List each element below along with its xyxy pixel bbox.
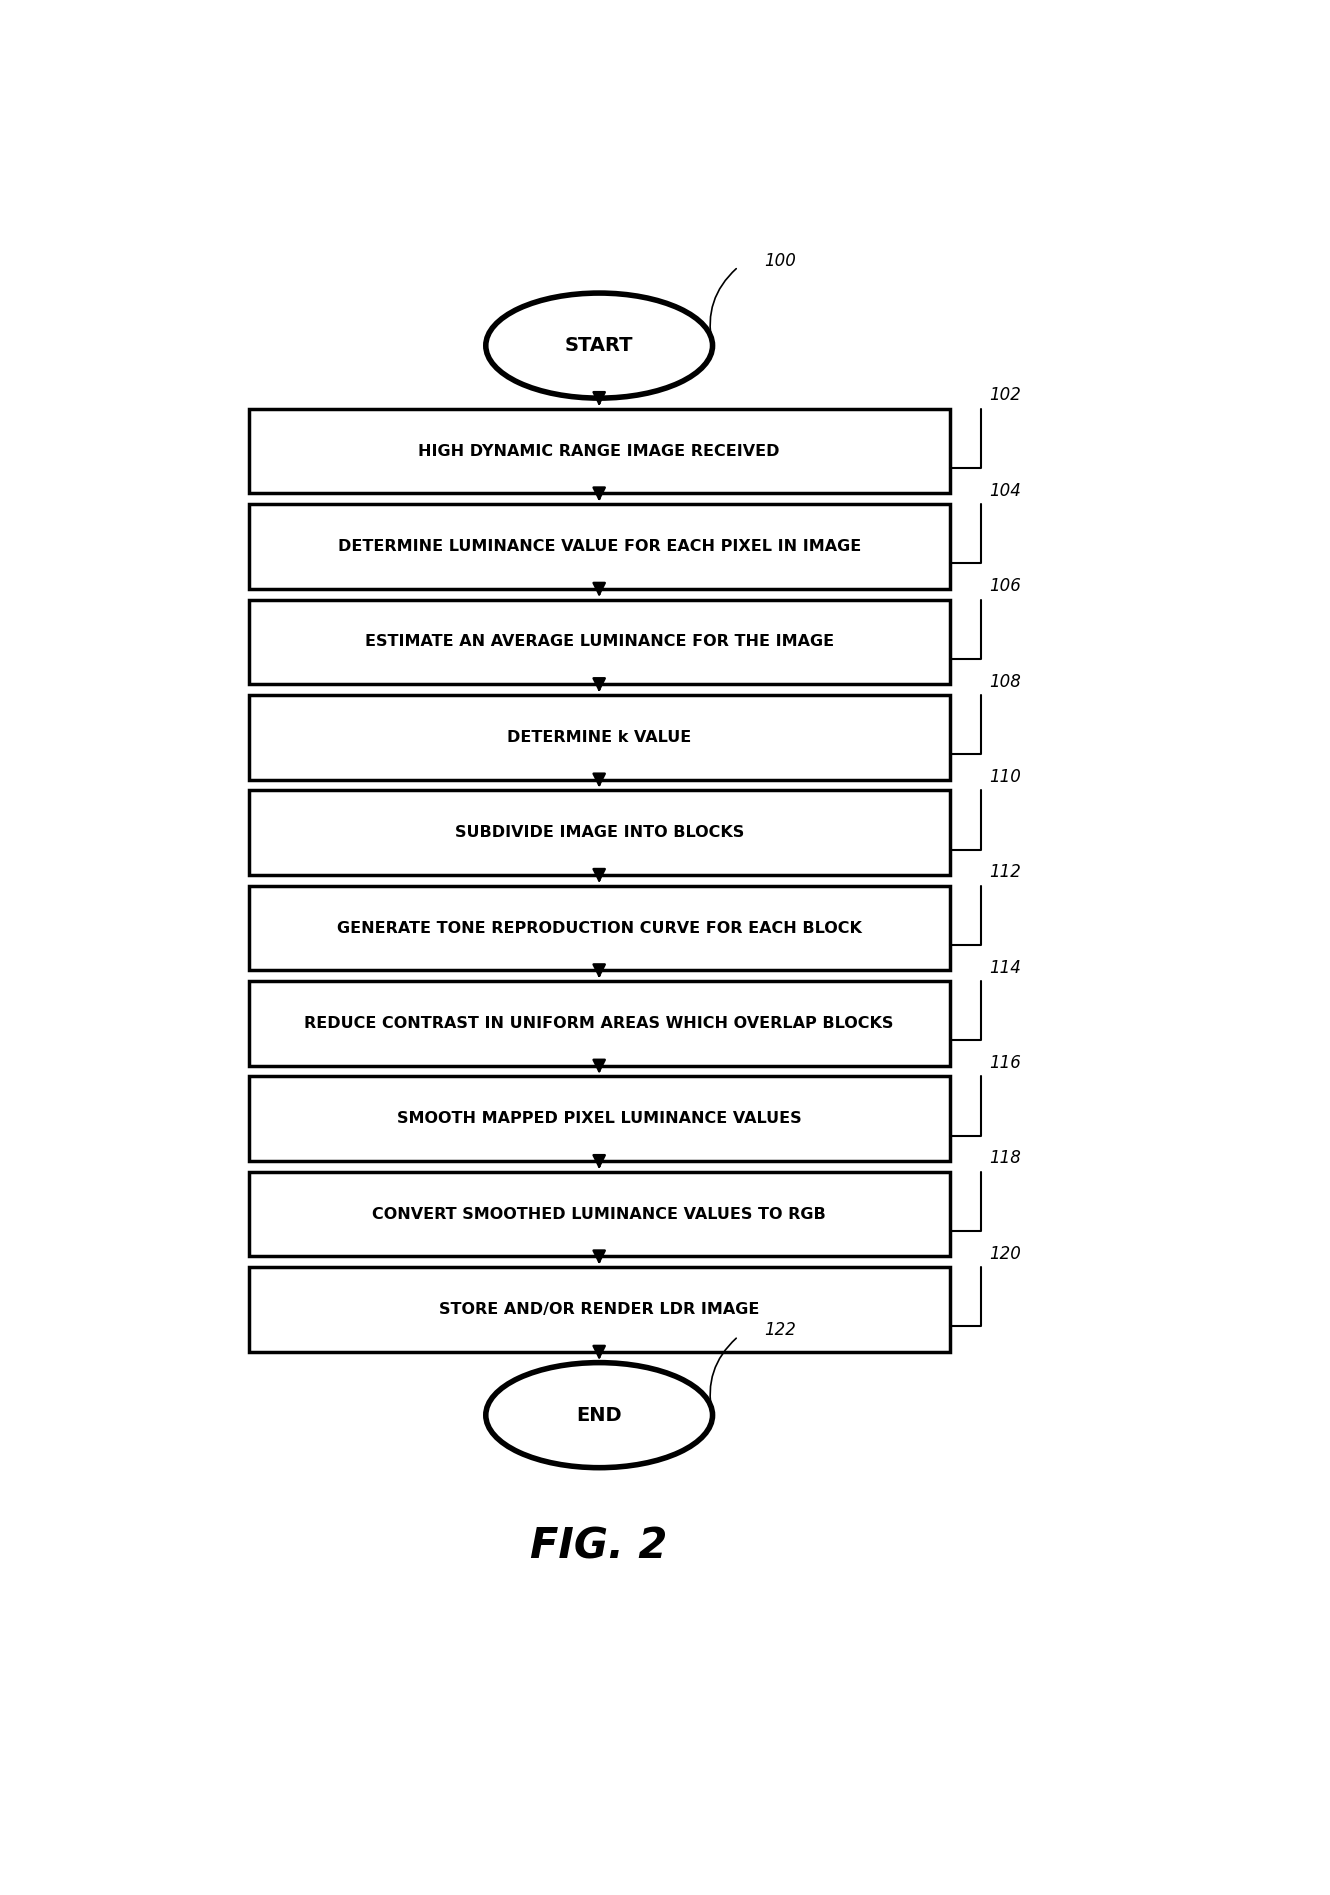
Text: 108: 108 — [988, 673, 1020, 690]
Text: 118: 118 — [988, 1150, 1020, 1167]
Text: DETERMINE k VALUE: DETERMINE k VALUE — [507, 730, 692, 745]
Text: 110: 110 — [988, 767, 1020, 786]
Text: ESTIMATE AN AVERAGE LUMINANCE FOR THE IMAGE: ESTIMATE AN AVERAGE LUMINANCE FOR THE IM… — [364, 635, 834, 650]
Text: CONVERT SMOOTHED LUMINANCE VALUES TO RGB: CONVERT SMOOTHED LUMINANCE VALUES TO RGB — [372, 1207, 826, 1222]
Text: REDUCE CONTRAST IN UNIFORM AREAS WHICH OVERLAP BLOCKS: REDUCE CONTRAST IN UNIFORM AREAS WHICH O… — [305, 1016, 894, 1031]
FancyBboxPatch shape — [249, 982, 950, 1065]
Text: 120: 120 — [988, 1245, 1020, 1262]
Text: 122: 122 — [763, 1321, 795, 1340]
Text: DETERMINE LUMINANCE VALUE FOR EACH PIXEL IN IMAGE: DETERMINE LUMINANCE VALUE FOR EACH PIXEL… — [338, 538, 861, 553]
Text: STORE AND/OR RENDER LDR IMAGE: STORE AND/OR RENDER LDR IMAGE — [439, 1302, 759, 1317]
Ellipse shape — [485, 1363, 713, 1469]
Ellipse shape — [485, 294, 713, 398]
Text: 116: 116 — [988, 1054, 1020, 1073]
FancyBboxPatch shape — [249, 695, 950, 779]
FancyBboxPatch shape — [249, 885, 950, 970]
Text: SMOOTH MAPPED PIXEL LUMINANCE VALUES: SMOOTH MAPPED PIXEL LUMINANCE VALUES — [396, 1110, 802, 1126]
FancyBboxPatch shape — [249, 1268, 950, 1351]
Text: HIGH DYNAMIC RANGE IMAGE RECEIVED: HIGH DYNAMIC RANGE IMAGE RECEIVED — [419, 443, 779, 459]
FancyBboxPatch shape — [249, 599, 950, 684]
Text: 114: 114 — [988, 959, 1020, 976]
Text: 106: 106 — [988, 578, 1020, 595]
Text: START: START — [565, 335, 633, 354]
Text: GENERATE TONE REPRODUCTION CURVE FOR EACH BLOCK: GENERATE TONE REPRODUCTION CURVE FOR EAC… — [336, 921, 862, 936]
Text: 100: 100 — [763, 252, 795, 269]
FancyBboxPatch shape — [249, 790, 950, 875]
Text: SUBDIVIDE IMAGE INTO BLOCKS: SUBDIVIDE IMAGE INTO BLOCKS — [455, 824, 743, 839]
FancyBboxPatch shape — [249, 1171, 950, 1256]
Text: 104: 104 — [988, 481, 1020, 500]
Text: 112: 112 — [988, 864, 1020, 881]
FancyBboxPatch shape — [249, 409, 950, 493]
Text: 102: 102 — [988, 387, 1020, 404]
Text: FIG. 2: FIG. 2 — [531, 1525, 668, 1567]
Text: END: END — [576, 1406, 622, 1425]
FancyBboxPatch shape — [249, 504, 950, 589]
FancyBboxPatch shape — [249, 1076, 950, 1162]
